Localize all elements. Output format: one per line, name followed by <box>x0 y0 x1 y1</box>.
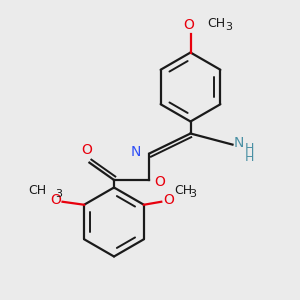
Text: CH: CH <box>28 184 46 197</box>
Text: O: O <box>184 18 194 32</box>
Text: O: O <box>163 193 174 207</box>
Text: H: H <box>245 151 254 164</box>
Text: H: H <box>245 142 254 155</box>
Text: N: N <box>130 146 141 159</box>
Text: O: O <box>154 175 165 188</box>
Text: N: N <box>234 136 244 150</box>
Text: 3: 3 <box>189 189 196 199</box>
Text: 3: 3 <box>55 189 62 199</box>
Text: 3: 3 <box>225 22 232 32</box>
Text: CH: CH <box>174 184 192 197</box>
Text: CH: CH <box>207 17 225 30</box>
Text: O: O <box>82 142 92 157</box>
Text: O: O <box>50 193 61 207</box>
